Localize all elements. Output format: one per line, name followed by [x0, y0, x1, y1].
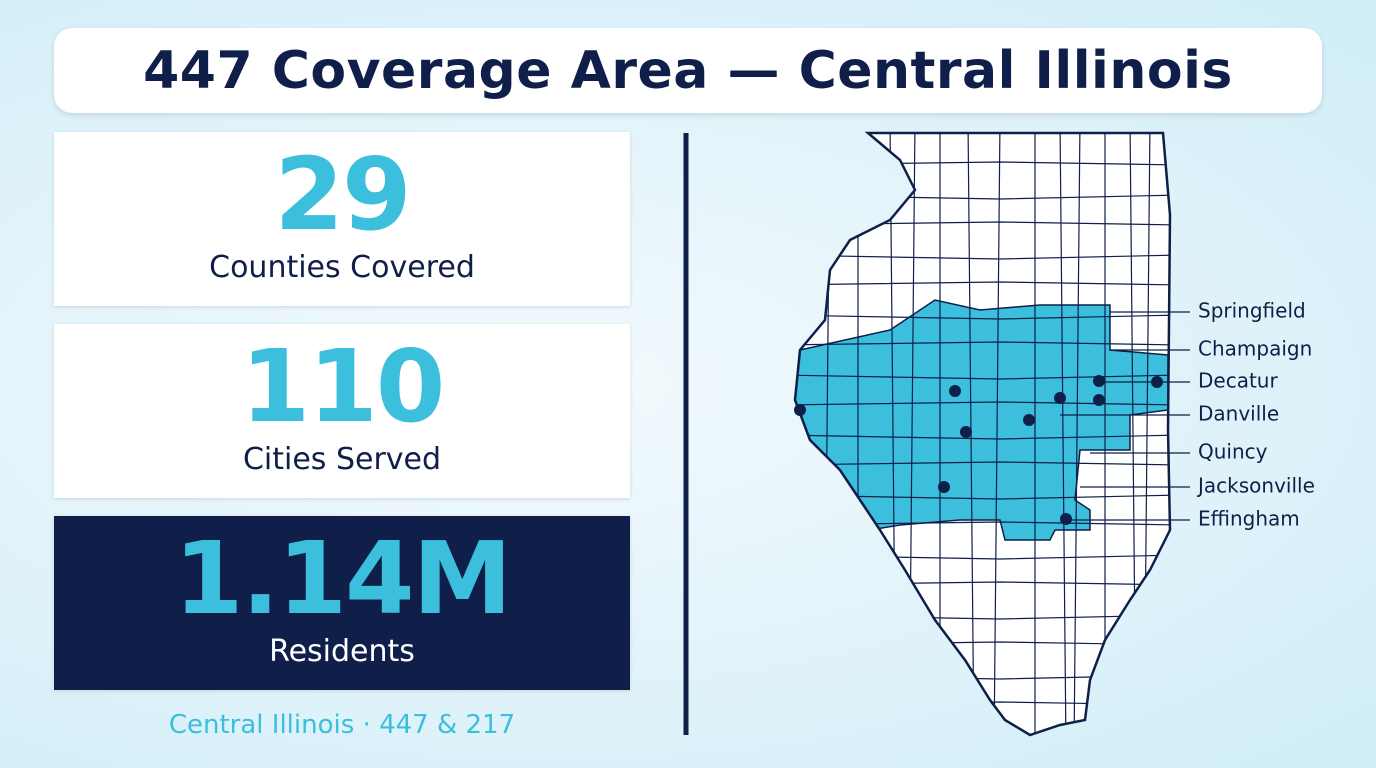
county-line: [795, 254, 1170, 260]
county-line: [795, 374, 1170, 380]
county-line: [1073, 133, 1081, 735]
county-line: [795, 341, 1170, 346]
leader-line: [1065, 519, 1190, 521]
city-label: Champaign: [1198, 337, 1312, 361]
city-label: Danville: [1198, 402, 1279, 426]
footer: Central Illinois · 447 & 217: [168, 710, 516, 740]
city-dot: [1093, 375, 1105, 387]
stat-card: 1.14M Residents: [54, 516, 630, 690]
city-label: Springfield: [1198, 299, 1306, 323]
stat-value: 1.14M: [173, 520, 512, 637]
stat-label: Counties Covered: [209, 250, 475, 285]
city-dot: [960, 426, 972, 438]
state-map: [795, 133, 1170, 735]
city-dot: [938, 481, 950, 493]
stat-card: 110 Cities Served: [54, 324, 630, 498]
county-line: [993, 133, 1001, 735]
title-bar: 447 Coverage Area — Central Illinois: [54, 28, 1322, 113]
city-dots: [794, 375, 1163, 525]
city-dot: [949, 385, 961, 397]
state-outline: [793, 131, 1172, 737]
city-label: Decatur: [1198, 369, 1278, 393]
county-line: [795, 281, 1170, 286]
county-line: [795, 434, 1170, 440]
city-label: Jacksonville: [1196, 474, 1315, 498]
county-line: [795, 314, 1170, 320]
stat-value: 110: [240, 328, 446, 445]
stat-card: 29 Counties Covered: [54, 132, 630, 306]
city-label: Effingham: [1198, 507, 1300, 531]
city-dot: [794, 404, 806, 416]
page-title: 447 Coverage Area — Central Illinois: [143, 40, 1233, 101]
city-dot: [1054, 392, 1066, 404]
county-line: [795, 461, 1170, 466]
city-dot: [1023, 414, 1035, 426]
city-label: Quincy: [1198, 440, 1268, 464]
county-line: [1059, 133, 1067, 735]
stat-label: Cities Served: [242, 442, 442, 477]
county-line: [795, 701, 1170, 706]
stat-value: 29: [274, 136, 411, 253]
city-dot: [1093, 394, 1105, 406]
county-line: [795, 401, 1170, 406]
stat-label: Residents: [269, 634, 415, 669]
